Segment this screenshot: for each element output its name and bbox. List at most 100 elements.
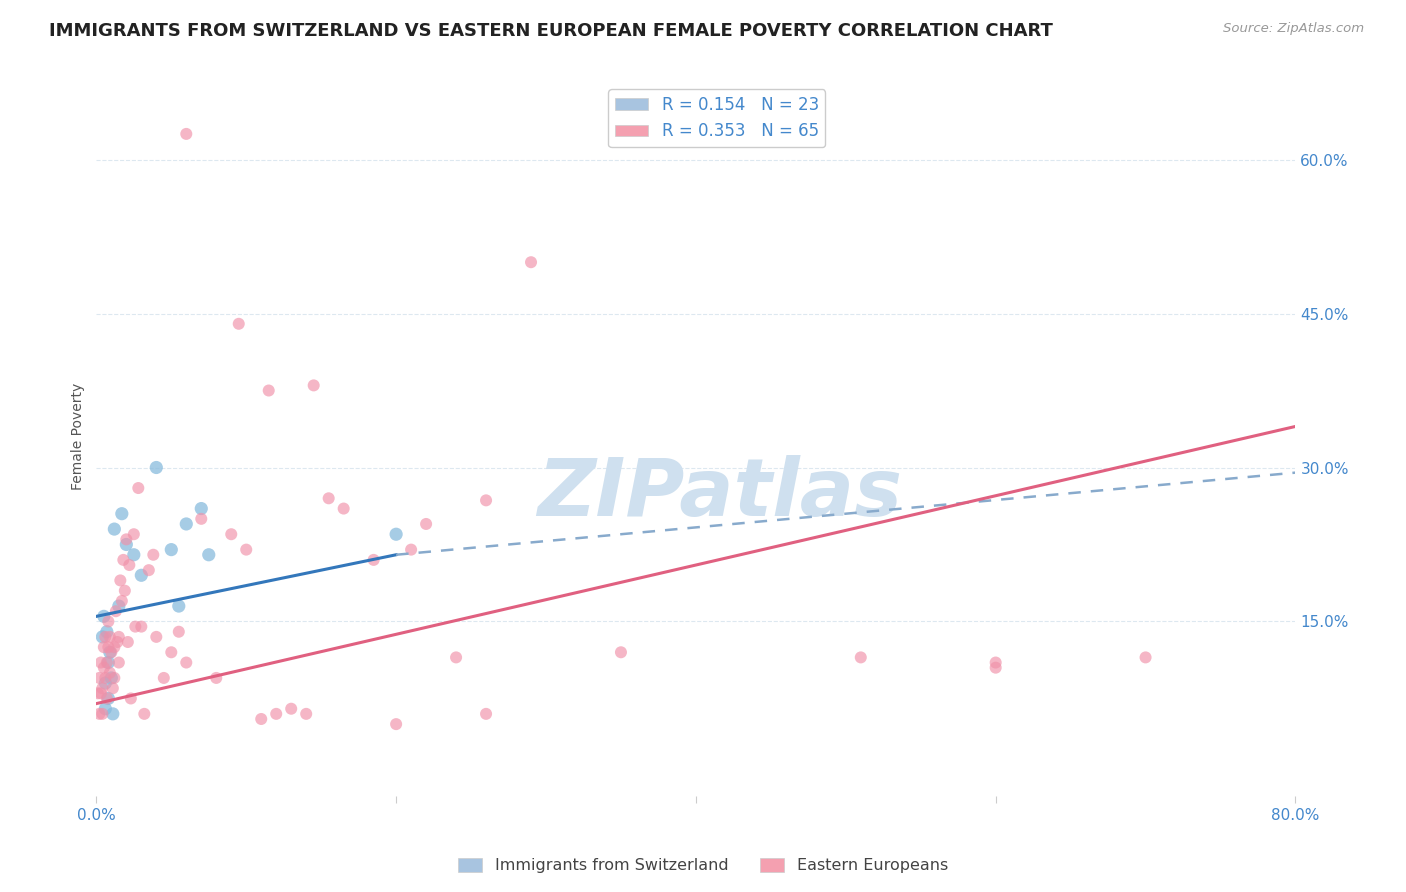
Point <box>264 706 287 721</box>
Point <box>97 656 120 670</box>
Point <box>318 491 340 506</box>
Point <box>190 501 212 516</box>
Text: Source: ZipAtlas.com: Source: ZipAtlas.com <box>1223 22 1364 36</box>
Point <box>295 706 318 721</box>
Point <box>124 619 146 633</box>
Legend: R = 0.154   N = 23, R = 0.353   N = 65: R = 0.154 N = 23, R = 0.353 N = 65 <box>609 89 825 147</box>
Point <box>174 127 197 141</box>
Point <box>100 671 122 685</box>
Point <box>849 650 872 665</box>
Point <box>110 574 132 588</box>
Point <box>984 656 1007 670</box>
Point <box>219 527 242 541</box>
Point <box>250 712 273 726</box>
Point <box>205 671 228 685</box>
Point <box>93 609 115 624</box>
Point <box>89 706 111 721</box>
Text: IMMIGRANTS FROM SWITZERLAND VS EASTERN EUROPEAN FEMALE POVERTY CORRELATION CHART: IMMIGRANTS FROM SWITZERLAND VS EASTERN E… <box>49 22 1053 40</box>
Point <box>197 548 219 562</box>
Point <box>138 563 160 577</box>
Point <box>174 516 197 531</box>
Point <box>97 691 120 706</box>
Point <box>190 512 212 526</box>
Point <box>111 507 134 521</box>
Point <box>122 548 145 562</box>
Point <box>385 527 408 541</box>
Point <box>302 378 325 392</box>
Point <box>115 537 138 551</box>
Point <box>1135 650 1157 665</box>
Point <box>122 527 145 541</box>
Point <box>131 619 153 633</box>
Point <box>105 635 128 649</box>
Point <box>89 671 111 685</box>
Point <box>112 553 135 567</box>
Point <box>444 650 467 665</box>
Point <box>145 630 167 644</box>
Point <box>94 671 117 685</box>
Point <box>145 460 167 475</box>
Point <box>332 501 354 516</box>
Point <box>98 665 121 680</box>
Point <box>103 671 125 685</box>
Point <box>91 630 114 644</box>
Point <box>94 702 117 716</box>
Point <box>96 691 118 706</box>
Point <box>385 717 408 731</box>
Point <box>415 516 437 531</box>
Point <box>120 691 142 706</box>
Point <box>96 656 118 670</box>
Point <box>90 686 112 700</box>
Point <box>97 640 120 654</box>
Point <box>93 640 115 654</box>
Point <box>97 615 120 629</box>
Point <box>87 686 110 700</box>
Point <box>117 635 139 649</box>
Point <box>98 645 121 659</box>
Point <box>134 706 156 721</box>
Point <box>103 640 125 654</box>
Point <box>108 599 131 613</box>
Point <box>610 645 633 659</box>
Point <box>118 558 141 572</box>
Point <box>98 630 121 644</box>
Point <box>108 630 131 644</box>
Point <box>167 599 190 613</box>
Point <box>174 656 197 670</box>
Point <box>160 645 183 659</box>
Point <box>115 533 138 547</box>
Point <box>103 522 125 536</box>
Point <box>257 384 280 398</box>
Point <box>111 594 134 608</box>
Point <box>228 317 250 331</box>
Point <box>94 676 117 690</box>
Point <box>363 553 385 567</box>
Point <box>475 706 498 721</box>
Legend: Immigrants from Switzerland, Eastern Europeans: Immigrants from Switzerland, Eastern Eur… <box>451 851 955 880</box>
Point <box>167 624 190 639</box>
Text: ZIPatlas: ZIPatlas <box>537 455 903 533</box>
Point <box>104 604 127 618</box>
Point <box>91 706 114 721</box>
Point <box>94 630 117 644</box>
Point <box>520 255 543 269</box>
Point <box>131 568 153 582</box>
Point <box>475 493 498 508</box>
Point <box>96 624 118 639</box>
Point <box>90 656 112 670</box>
Point <box>91 681 114 696</box>
Point <box>108 656 131 670</box>
Point <box>280 702 302 716</box>
Point <box>101 681 124 696</box>
Point <box>399 542 422 557</box>
Point <box>235 542 257 557</box>
Y-axis label: Female Poverty: Female Poverty <box>72 383 86 491</box>
Point <box>160 542 183 557</box>
Point <box>100 645 122 659</box>
Point <box>127 481 149 495</box>
Point <box>153 671 176 685</box>
Point <box>984 661 1007 675</box>
Point <box>142 548 165 562</box>
Point <box>114 583 136 598</box>
Point <box>101 706 124 721</box>
